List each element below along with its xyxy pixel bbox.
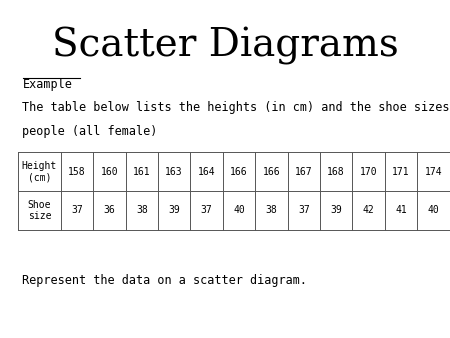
Text: 40: 40 (233, 206, 245, 215)
Text: 41: 41 (395, 206, 407, 215)
Text: 167: 167 (295, 167, 313, 176)
Text: 161: 161 (133, 167, 151, 176)
Text: 40: 40 (428, 206, 439, 215)
Text: 160: 160 (100, 167, 118, 176)
Text: Height
(cm): Height (cm) (22, 161, 57, 182)
Text: 168: 168 (327, 167, 345, 176)
Text: 39: 39 (168, 206, 180, 215)
Text: 158: 158 (68, 167, 86, 176)
Text: 166: 166 (262, 167, 280, 176)
Text: people (all female): people (all female) (22, 125, 158, 138)
Text: 38: 38 (266, 206, 277, 215)
Text: Scatter Diagrams: Scatter Diagrams (52, 27, 398, 65)
Text: Represent the data on a scatter diagram.: Represent the data on a scatter diagram. (22, 274, 307, 287)
Text: 37: 37 (201, 206, 212, 215)
Text: Shoe
size: Shoe size (27, 200, 51, 221)
Text: The table below lists the heights (in cm) and the shoe sizes of 12: The table below lists the heights (in cm… (22, 101, 450, 114)
Text: 166: 166 (230, 167, 248, 176)
Text: 164: 164 (198, 167, 216, 176)
Text: 163: 163 (165, 167, 183, 176)
Text: 38: 38 (136, 206, 148, 215)
Text: Example: Example (22, 78, 72, 91)
Text: 174: 174 (424, 167, 442, 176)
Text: 42: 42 (363, 206, 374, 215)
Text: 171: 171 (392, 167, 410, 176)
Text: 37: 37 (71, 206, 83, 215)
Text: 170: 170 (360, 167, 378, 176)
Text: 36: 36 (104, 206, 115, 215)
Text: 37: 37 (298, 206, 310, 215)
Text: 39: 39 (330, 206, 342, 215)
